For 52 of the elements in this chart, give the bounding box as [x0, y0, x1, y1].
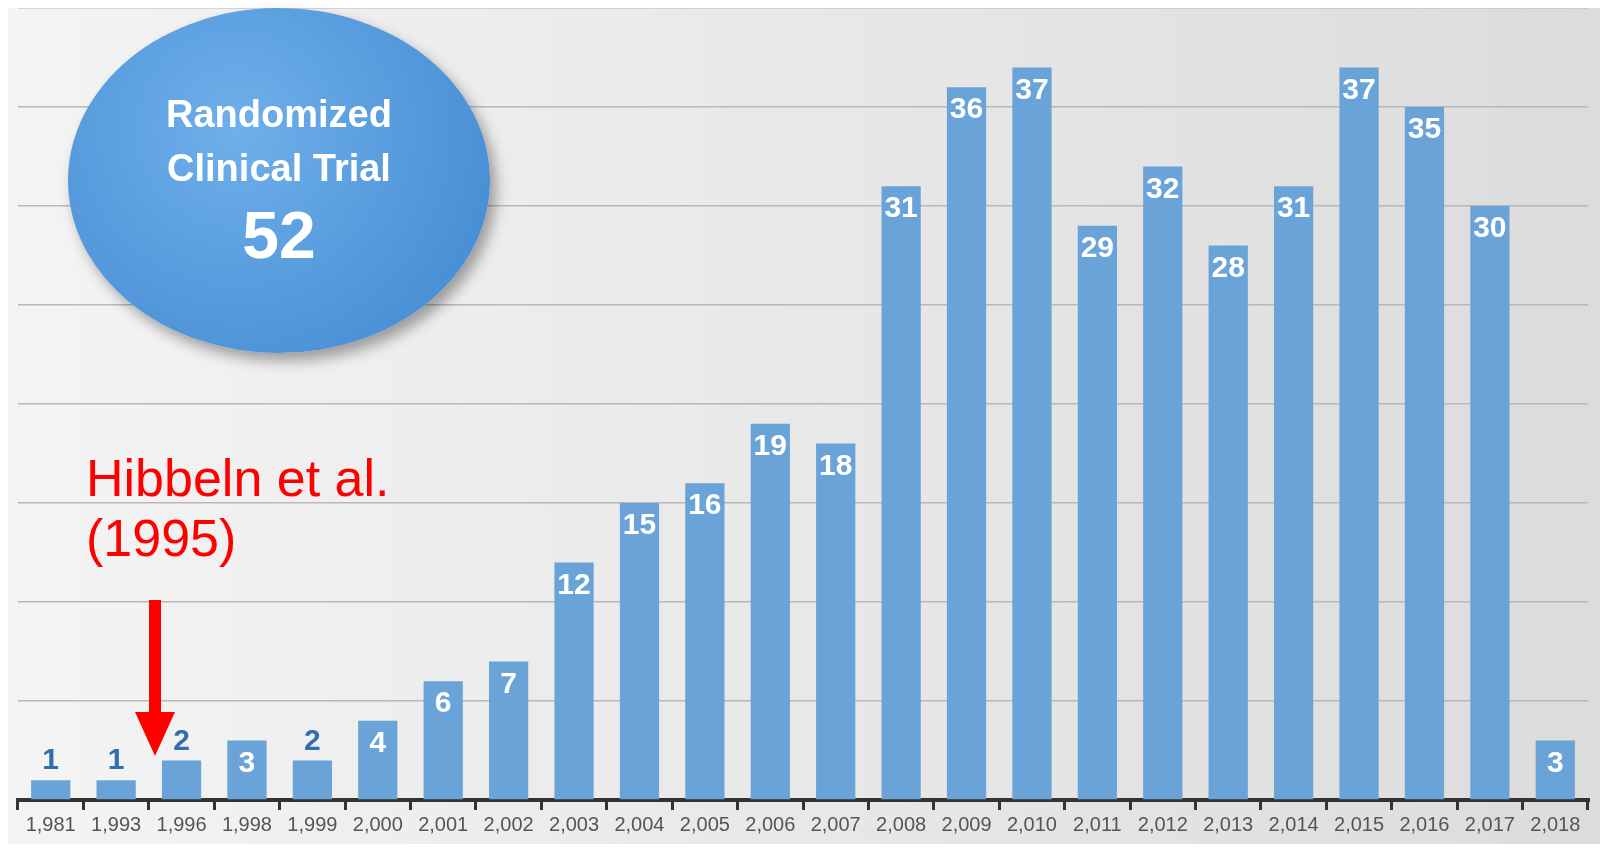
x-tick-label: 2,018: [1530, 812, 1581, 835]
data-label: 16: [688, 487, 722, 521]
x-tick-label: 2,012: [1137, 812, 1188, 835]
data-label: 18: [819, 447, 853, 481]
x-tick-label: 2,014: [1268, 812, 1319, 835]
x-tick-label: 2,011: [1073, 812, 1122, 835]
x-tick-label: 2,007: [810, 812, 861, 835]
data-label: 32: [1146, 170, 1180, 204]
annotation: Hibbeln et al. (1995): [86, 448, 391, 568]
x-tick-label: 1,996: [156, 812, 207, 835]
data-label: 1: [42, 742, 60, 776]
data-label: 28: [1211, 249, 1245, 283]
x-tick-label: 2,000: [352, 812, 403, 835]
annotation: 52: [242, 196, 316, 274]
circle-badge: Randomized Clinical Trial 52: [68, 8, 490, 353]
data-label: 19: [753, 428, 787, 462]
data-label: 31: [1276, 190, 1311, 224]
x-tick-label: 2,013: [1203, 812, 1254, 835]
x-tick-label: 2,009: [941, 812, 992, 835]
data-label: 7: [500, 665, 517, 699]
x-tick-label: 2,010: [1006, 812, 1057, 835]
data-label: 3: [238, 744, 256, 778]
x-tick-label: 1,998: [221, 812, 272, 835]
x-tick-label: 2,015: [1334, 812, 1385, 835]
data-label: 1: [107, 742, 125, 776]
x-tick-label: 2,004: [614, 812, 665, 835]
x-tick-label: 1,993: [91, 812, 142, 835]
x-tick-label: 2,003: [549, 812, 600, 835]
data-label: 37: [1342, 71, 1376, 105]
data-label: 2: [173, 722, 190, 756]
data-label: 3: [1546, 744, 1564, 778]
x-tick-label: 2,005: [679, 812, 730, 835]
data-label: 4: [369, 725, 387, 759]
data-label: 12: [557, 566, 591, 600]
x-tick-label: 2,016: [1399, 812, 1450, 835]
data-label: 36: [949, 91, 984, 125]
x-tick-label: 1,981: [25, 812, 76, 835]
x-tick-label: 2,006: [745, 812, 796, 835]
data-label: 35: [1407, 111, 1442, 145]
x-tick-label: 2,002: [483, 812, 534, 835]
data-label: 30: [1473, 210, 1507, 244]
data-label: 31: [884, 190, 918, 224]
data-label: 15: [622, 507, 657, 541]
x-tick-label: 2,017: [1464, 812, 1515, 835]
x-tick-label: 2,008: [876, 812, 927, 835]
data-label: 37: [1015, 71, 1049, 105]
data-label: 6: [434, 685, 452, 719]
x-tick-label: 2,001: [418, 812, 469, 835]
annotation: Randomized Clinical Trial: [165, 91, 393, 191]
data-label: 2: [304, 722, 321, 756]
data-label: 29: [1080, 230, 1115, 264]
x-tick-label: 1,999: [287, 812, 338, 835]
